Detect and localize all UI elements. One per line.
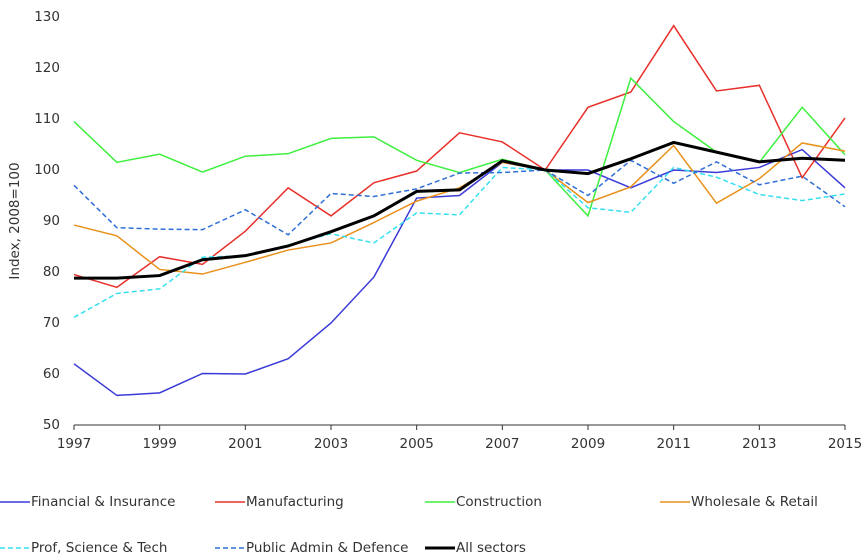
y-tick-label: 110 [34,111,60,127]
legend-label: All sectors [456,540,526,556]
y-tick-label: 90 [43,213,60,229]
legend-label: Construction [456,494,542,510]
y-tick-label: 80 [43,264,60,280]
y-tick-label: 130 [34,9,60,25]
y-tick-label: 100 [34,162,60,178]
x-tick-label: 2011 [656,436,690,452]
x-tick-label: 2009 [571,436,605,452]
series-line [73,24,846,289]
x-tick-label: 1999 [142,436,176,452]
x-tick-label: 2005 [399,436,433,452]
series-line [73,166,846,319]
y-tick-label: 50 [43,417,60,433]
legend-label: Financial & Insurance [31,494,175,510]
x-tick-label: 2007 [485,436,519,452]
series-line [74,140,846,280]
y-axis-label: Index, 2008=100 [7,162,23,279]
x-tick-label: 2003 [314,436,348,452]
x-tick-label: 2001 [228,436,262,452]
series-line [73,159,846,236]
x-tick-label: 2015 [828,436,862,452]
series-line [73,148,846,397]
legend-label: Public Admin & Defence [246,540,408,556]
legend-label: Prof, Science & Tech [31,540,167,556]
y-tick-label: 120 [34,60,60,76]
x-tick-label: 2013 [742,436,776,452]
y-tick-label: 60 [43,366,60,382]
y-tick-label: 70 [43,315,60,331]
series-line [73,142,846,275]
legend-label: Manufacturing [246,494,344,510]
x-tick-label: 1997 [57,436,91,452]
legend-label: Wholesale & Retail [691,494,818,510]
